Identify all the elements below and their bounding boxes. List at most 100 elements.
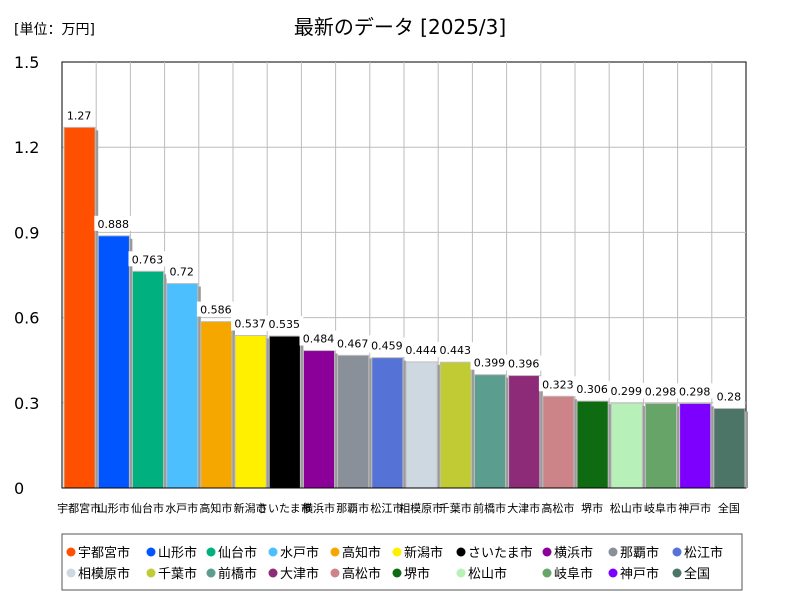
data-label: 0.586: [200, 304, 232, 317]
y-tick-label: 0: [14, 479, 24, 498]
data-label-bg: [402, 341, 441, 357]
legend-swatch: [392, 547, 402, 557]
y-tick-label: 0.3: [14, 394, 39, 413]
bar: [405, 361, 438, 489]
legend-label: 高松市: [342, 566, 381, 582]
data-label-bg: [607, 383, 646, 399]
legend-label: 宇都宮市: [78, 545, 130, 561]
x-tick-label: 宇都宮市: [57, 501, 101, 515]
data-label: 0.467: [337, 337, 369, 350]
bar: [302, 350, 336, 489]
data-label-bg: [333, 335, 372, 351]
legend-swatch: [672, 568, 682, 578]
x-tick-label: 相模原市: [399, 501, 443, 515]
legend-label: 横浜市: [554, 545, 593, 561]
data-label: 1.27: [67, 109, 92, 122]
data-label: 0.396: [508, 358, 540, 371]
legend-swatch: [542, 568, 552, 578]
legend-swatch: [456, 568, 466, 578]
data-label-bg: [436, 342, 475, 358]
legend-label: 仙台市: [218, 545, 257, 561]
x-tick-label: さいたま市: [257, 501, 312, 515]
legend-swatch: [456, 547, 466, 557]
bar: [337, 354, 370, 489]
legend-swatch: [146, 547, 156, 557]
x-tick-label: 神戸市: [678, 501, 711, 515]
y-tick-label: 0.6: [14, 309, 39, 328]
legend-label: 那覇市: [620, 545, 659, 561]
bar: [131, 270, 165, 489]
bar: [97, 235, 130, 489]
legend-label: 高知市: [342, 545, 381, 561]
data-label-bg: [299, 330, 338, 346]
bar: [473, 374, 507, 489]
data-label-bg: [713, 388, 745, 404]
bar: [200, 321, 233, 489]
bar: [542, 395, 575, 489]
data-label: 0.444: [405, 344, 437, 357]
y-tick-label: 0.9: [14, 223, 39, 242]
bar: [63, 126, 96, 489]
legend-swatch: [66, 568, 76, 578]
data-label-bg: [675, 383, 714, 399]
unit-label: [単位：万円]: [14, 22, 95, 38]
chart-title: 最新のデータ [2025/3]: [294, 15, 506, 39]
data-label-bg: [573, 381, 612, 397]
legend-label: 松江市: [684, 545, 723, 561]
legend-swatch: [146, 568, 156, 578]
legend-swatch: [268, 568, 278, 578]
y-tick-label: 1.2: [14, 138, 39, 157]
x-tick-label: 大津市: [507, 501, 540, 515]
data-label-bg: [63, 107, 95, 123]
data-label: 0.72: [169, 266, 194, 279]
data-label-bg: [166, 263, 198, 279]
bars: [63, 126, 748, 489]
bar: [268, 335, 301, 489]
legend-swatch: [542, 547, 552, 557]
legend-swatch: [608, 568, 618, 578]
x-tick-label: 千葉市: [439, 501, 472, 515]
legend-swatch: [268, 547, 278, 557]
x-tick-label: 山形市: [97, 501, 130, 515]
legend-label: 千葉市: [158, 566, 197, 582]
data-label: 0.399: [474, 357, 506, 370]
data-label: 0.443: [440, 344, 472, 357]
data-label: 0.323: [542, 378, 574, 391]
bar: [508, 375, 541, 489]
bar: [234, 334, 267, 489]
x-tick-label: 岐阜市: [644, 501, 677, 515]
x-tick-label: 松山市: [610, 501, 643, 515]
legend-swatch: [206, 568, 216, 578]
legend-label: 新潟市: [404, 545, 443, 561]
legend-label: 全国: [684, 566, 710, 582]
x-tick-label: 高松市: [541, 501, 574, 515]
data-label: 0.763: [132, 253, 164, 266]
x-tick-label: 水戸市: [165, 501, 198, 515]
data-label-bg: [231, 315, 270, 331]
legend-swatch: [672, 547, 682, 557]
data-label-bg: [94, 215, 133, 231]
x-tick-label: 仙台市: [131, 501, 164, 515]
legend-swatch: [608, 547, 618, 557]
legend-label: 前橋市: [218, 566, 257, 582]
bar: [644, 402, 678, 489]
y-tick-label: 1.5: [14, 53, 39, 72]
x-tick-label: 高知市: [199, 501, 232, 515]
bar: [713, 407, 746, 489]
x-tick-label: 那覇市: [336, 501, 369, 515]
bar: [371, 357, 404, 489]
data-label-bg: [538, 376, 577, 392]
legend-label: 相模原市: [78, 566, 130, 582]
x-tick-label: 堺市: [581, 501, 603, 515]
data-label: 0.888: [98, 218, 130, 231]
legend-label: 水戸市: [280, 545, 319, 561]
legend-label: さいたま市: [468, 545, 533, 561]
y-axis-ticks: 0 0.3 0.6 0.9 1.2 1.5: [14, 53, 39, 498]
x-tick-label: 横浜市: [302, 501, 335, 515]
data-label-bg: [128, 251, 167, 267]
bar: [679, 402, 712, 489]
x-tick-label: 新潟市: [234, 501, 267, 515]
